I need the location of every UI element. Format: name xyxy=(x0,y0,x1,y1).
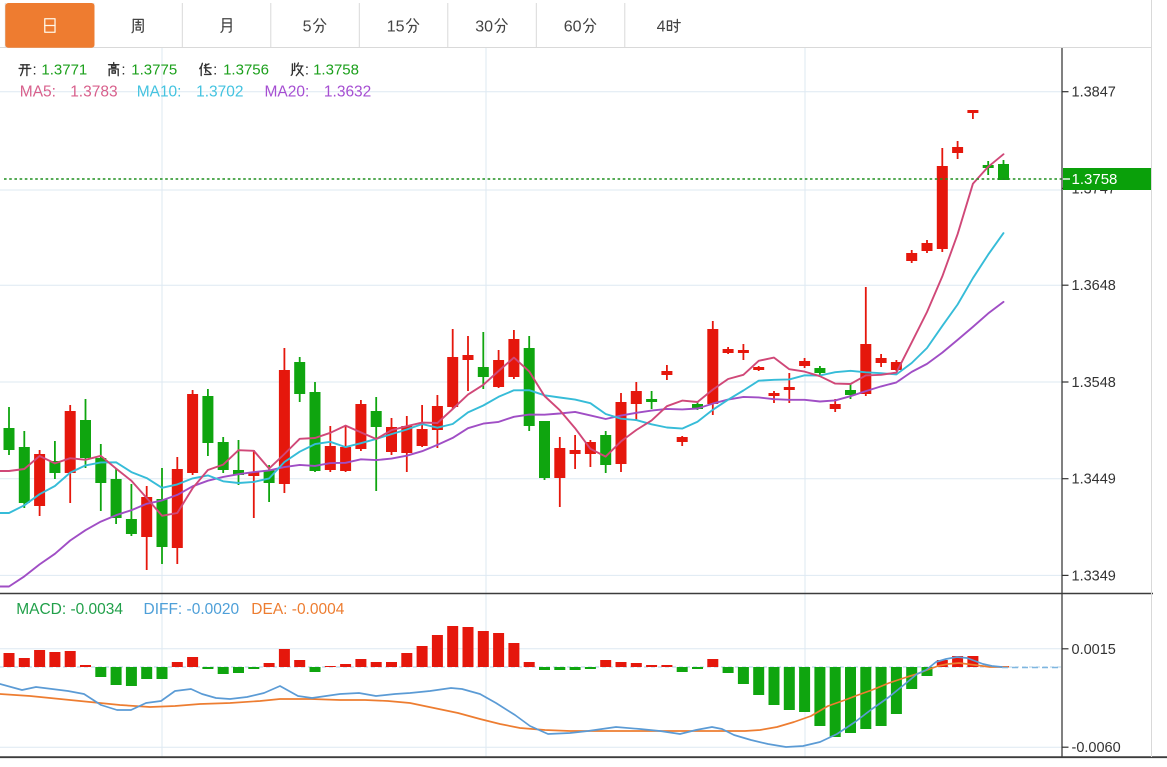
svg-text:15: 15 xyxy=(387,19,405,36)
svg-text:1.3758: 1.3758 xyxy=(1072,171,1118,188)
svg-text::: : xyxy=(33,62,37,79)
svg-text:1.3756: 1.3756 xyxy=(223,62,269,79)
svg-text:60: 60 xyxy=(564,19,582,36)
svg-text:-0.0060: -0.0060 xyxy=(1072,740,1121,756)
svg-text:MA10:: MA10: xyxy=(137,84,182,101)
svg-text:1.3771: 1.3771 xyxy=(41,62,87,79)
svg-text:1.3449: 1.3449 xyxy=(1072,472,1116,488)
svg-text:5: 5 xyxy=(303,19,312,36)
svg-text:1.3847: 1.3847 xyxy=(1072,85,1116,101)
svg-text:1.3775: 1.3775 xyxy=(131,62,177,79)
svg-text:MACD: -0.0034: MACD: -0.0034 xyxy=(16,601,123,618)
svg-text:1.3632: 1.3632 xyxy=(324,84,371,101)
svg-text:0.0015: 0.0015 xyxy=(1072,642,1116,658)
svg-text::: : xyxy=(121,62,125,79)
svg-text:1.3783: 1.3783 xyxy=(70,84,117,101)
svg-text:DEA: -0.0004: DEA: -0.0004 xyxy=(251,601,344,618)
svg-text::: : xyxy=(305,62,309,79)
svg-text::: : xyxy=(213,62,217,79)
svg-text:1.3702: 1.3702 xyxy=(196,84,243,101)
svg-text:MA5:: MA5: xyxy=(20,84,56,101)
svg-text:1.3548: 1.3548 xyxy=(1072,375,1116,391)
svg-text:1.3648: 1.3648 xyxy=(1072,278,1116,294)
svg-text:MA20:: MA20: xyxy=(265,84,310,101)
svg-text:1.3758: 1.3758 xyxy=(313,62,359,79)
svg-text:4: 4 xyxy=(657,19,666,36)
svg-text:30: 30 xyxy=(475,19,493,36)
svg-text:DIFF: -0.0020: DIFF: -0.0020 xyxy=(144,601,240,618)
svg-text:1.3349: 1.3349 xyxy=(1072,568,1116,584)
